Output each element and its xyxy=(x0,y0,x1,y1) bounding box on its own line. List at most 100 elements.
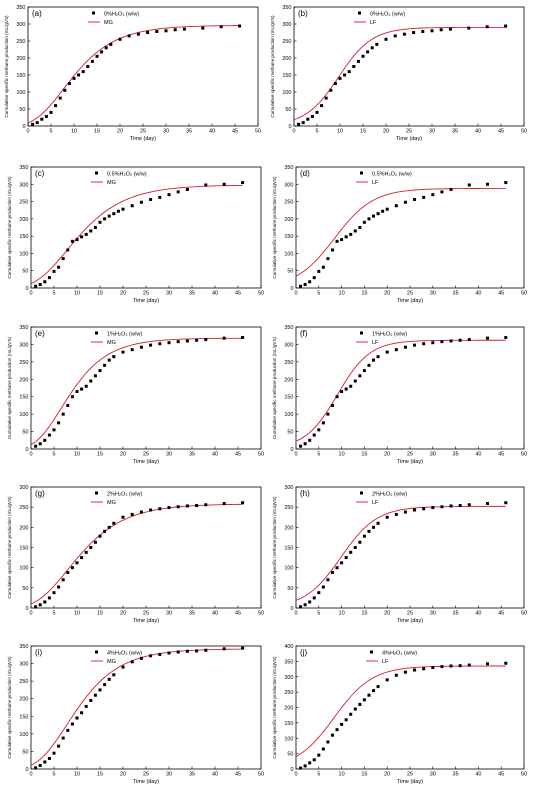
x-tick-label: 10 xyxy=(74,611,80,617)
data-point xyxy=(421,29,425,33)
legend-marker xyxy=(95,491,98,495)
data-point xyxy=(47,433,51,437)
x-tick-label: 10 xyxy=(339,452,345,458)
panel-label: (c) xyxy=(35,169,45,178)
x-tick-label: 35 xyxy=(189,452,195,458)
data-point xyxy=(86,65,90,68)
data-point xyxy=(241,335,245,339)
data-point xyxy=(303,283,307,287)
data-point xyxy=(219,25,223,29)
data-point xyxy=(167,341,171,345)
y-tick-label: 150 xyxy=(284,234,293,240)
data-point xyxy=(44,114,48,118)
y-tick-label: 250 xyxy=(19,505,28,511)
data-point xyxy=(107,525,111,529)
y-axis-title: Cumulative specific methane production (… xyxy=(4,15,9,118)
x-tick-label: 15 xyxy=(97,452,103,458)
x-axis-title: Time (day) xyxy=(130,136,156,142)
y-tick-label: 350 xyxy=(284,325,293,331)
y-axis-title: Cumulative specific methane production (… xyxy=(272,496,277,599)
data-point xyxy=(340,389,344,393)
data-point xyxy=(301,121,305,125)
data-point xyxy=(80,235,84,239)
data-point xyxy=(107,214,111,218)
data-point xyxy=(413,197,417,201)
data-point xyxy=(93,540,97,544)
data-point xyxy=(35,121,39,125)
y-tick-label: 300 xyxy=(19,485,28,491)
legend-label-data: 1%H₂O₂ (w/w) xyxy=(372,332,407,338)
data-point xyxy=(467,183,471,187)
data-point xyxy=(326,578,330,582)
data-point xyxy=(173,28,177,32)
data-point xyxy=(116,209,120,213)
data-point xyxy=(164,29,168,33)
x-axis-title: Time (day) xyxy=(133,618,159,624)
data-point xyxy=(176,650,180,654)
data-point xyxy=(52,269,56,273)
y-tick-label: 250 xyxy=(16,39,25,45)
x-tick-label: 50 xyxy=(258,611,264,617)
x-tick-label: 10 xyxy=(74,452,80,458)
data-point xyxy=(107,358,111,362)
x-tick-label: 25 xyxy=(407,772,413,778)
x-tick-label: 5 xyxy=(315,129,318,135)
data-point xyxy=(241,501,245,505)
data-point xyxy=(308,761,312,765)
data-point xyxy=(61,736,65,740)
data-point xyxy=(84,550,88,554)
data-point xyxy=(130,348,134,352)
x-axis-title: Time (day) xyxy=(397,298,423,304)
panel-label: (d) xyxy=(300,169,310,178)
data-point xyxy=(385,350,389,354)
data-point xyxy=(347,70,351,74)
legend-marker xyxy=(95,171,98,175)
data-point xyxy=(103,363,107,367)
data-point xyxy=(222,182,226,186)
legend-label-data: 4%H₂O₂ (w/w) xyxy=(107,651,142,657)
data-point xyxy=(90,59,94,63)
data-point xyxy=(353,707,357,711)
x-tick-label: 10 xyxy=(337,129,343,135)
y-tick-label: 150 xyxy=(284,395,293,401)
chart-panel: 0 5 10 15 20 25 30 35 40 45 50 0 50 100 150 200 250 300 Ti… xyxy=(272,485,527,624)
data-point xyxy=(303,442,307,446)
x-tick-label: 40 xyxy=(212,291,218,297)
y-tick-label: 0 xyxy=(290,767,293,773)
data-point xyxy=(306,117,310,121)
y-tick-label: 350 xyxy=(284,165,293,171)
legend-label-fit: LF xyxy=(372,180,379,186)
data-point xyxy=(70,395,74,399)
data-point xyxy=(118,37,122,41)
data-point xyxy=(362,220,366,224)
x-tick-label: 30 xyxy=(430,452,436,458)
x-axis-title: Time (day) xyxy=(397,459,423,465)
x-tick-label: 35 xyxy=(453,452,459,458)
y-tick-label: 0 xyxy=(25,447,28,453)
data-point xyxy=(241,646,245,650)
data-point xyxy=(57,744,61,748)
x-tick-label: 0 xyxy=(294,611,297,617)
data-point xyxy=(353,379,357,383)
x-tick-label: 5 xyxy=(52,611,55,617)
data-point xyxy=(222,502,226,506)
data-point xyxy=(52,751,56,755)
data-point xyxy=(146,31,150,34)
data-point xyxy=(431,193,435,197)
x-tick-label: 0 xyxy=(294,452,297,458)
data-point xyxy=(458,664,462,668)
x-tick-label: 5 xyxy=(52,772,55,778)
x-tick-label: 0 xyxy=(26,129,29,135)
data-point xyxy=(80,556,84,560)
y-tick-label: 200 xyxy=(19,525,28,531)
data-point xyxy=(413,343,417,347)
legend-label-data: 2%H₂O₂ (w/w) xyxy=(107,492,142,498)
x-axis-title: Time (day) xyxy=(133,779,159,785)
data-point xyxy=(335,395,339,399)
fit-curve xyxy=(30,648,243,766)
x-tick-label: 50 xyxy=(258,452,264,458)
x-tick-label: 20 xyxy=(120,772,126,778)
x-tick-label: 10 xyxy=(339,611,345,617)
x-axis-title: Time (day) xyxy=(133,459,159,465)
legend-marker xyxy=(360,331,363,335)
